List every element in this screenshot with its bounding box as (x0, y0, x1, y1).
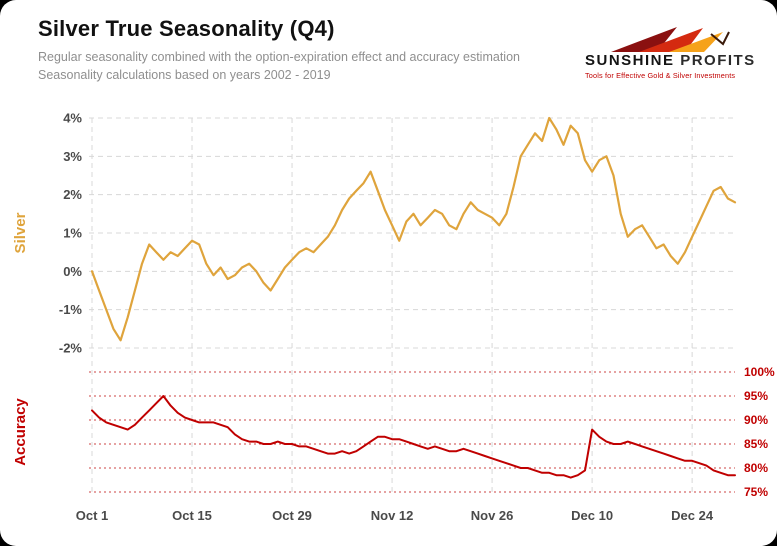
x-tick-label: Oct 29 (272, 508, 312, 523)
x-tick-label: Dec 24 (671, 508, 714, 523)
logo-tagline: Tools for Effective Gold & Silver Invest… (585, 71, 736, 80)
logo-wordmark: SUNSHINE PROFITS (585, 52, 757, 69)
accuracy-tick-label: 100% (744, 365, 775, 379)
logo-word-sunshine: SUNSHINE (585, 52, 675, 69)
accuracy-tick-label: 80% (744, 461, 768, 475)
sunshine-profits-logo: SUNSHINE PROFITS Tools for Effective Gol… (585, 26, 757, 80)
page-title: Silver True Seasonality (Q4) (38, 16, 335, 41)
subtitle-line-1: Regular seasonality combined with the op… (38, 50, 520, 64)
accuracy-tick-label: 85% (744, 437, 768, 451)
silver-tick-label: 3% (63, 149, 82, 164)
silver-tick-label: -2% (59, 341, 83, 356)
silver-tick-label: 1% (63, 226, 82, 241)
x-tick-label: Dec 10 (571, 508, 613, 523)
x-tick-label: Nov 26 (471, 508, 514, 523)
accuracy-tick-label: 95% (744, 389, 768, 403)
x-tick-label: Oct 1 (76, 508, 109, 523)
accuracy-tick-label: 75% (744, 485, 768, 499)
logo-word-profits: PROFITS (680, 52, 756, 69)
silver-tick-label: 4% (63, 111, 82, 126)
x-tick-label: Oct 15 (172, 508, 212, 523)
silver-line (90, 116, 737, 342)
accuracy-line (91, 395, 736, 479)
silver-tick-label: 2% (63, 187, 82, 202)
logo-arrows-icon (611, 27, 730, 52)
seasonality-chart: Oct 1 Oct 15 Oct 29 Nov 12 Nov 26 Dec 10 Dec 2… (59, 111, 775, 524)
subtitle-line-2: Seasonality calculations based on years … (38, 68, 331, 82)
silver-tick-label: -1% (59, 302, 83, 317)
accuracy-tick-label: 90% (744, 413, 768, 427)
silver-tick-label: 0% (63, 264, 82, 279)
x-tick-label: Nov 12 (371, 508, 414, 523)
